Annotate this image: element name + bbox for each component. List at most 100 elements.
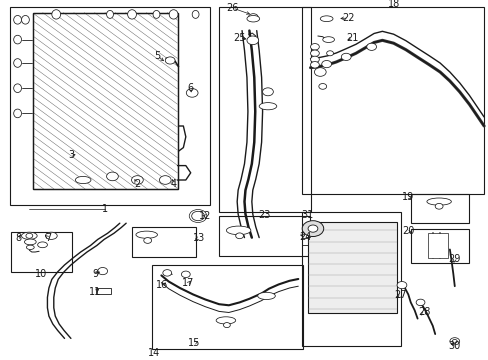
Text: 19: 19 xyxy=(401,192,414,202)
Ellipse shape xyxy=(24,239,36,245)
Ellipse shape xyxy=(246,15,259,22)
Ellipse shape xyxy=(192,10,199,18)
Circle shape xyxy=(131,176,143,184)
Circle shape xyxy=(248,14,258,21)
Circle shape xyxy=(318,84,326,89)
Circle shape xyxy=(165,57,175,64)
Text: 11: 11 xyxy=(89,287,102,297)
Circle shape xyxy=(159,176,171,184)
Circle shape xyxy=(262,88,273,96)
Circle shape xyxy=(310,44,319,50)
Ellipse shape xyxy=(26,245,34,249)
Text: 7: 7 xyxy=(45,233,51,243)
Text: 28: 28 xyxy=(417,307,430,318)
Text: 12: 12 xyxy=(199,211,211,221)
Text: 18: 18 xyxy=(386,0,399,9)
Text: 23: 23 xyxy=(257,210,270,220)
Ellipse shape xyxy=(426,198,450,205)
Text: 29: 29 xyxy=(447,254,460,264)
Bar xyxy=(33,13,177,189)
Text: 2: 2 xyxy=(134,179,140,189)
Bar xyxy=(427,233,447,258)
Bar xyxy=(307,222,396,313)
Text: 10: 10 xyxy=(35,269,48,279)
Text: 31: 31 xyxy=(300,210,313,220)
Ellipse shape xyxy=(106,10,113,18)
Circle shape xyxy=(302,221,323,237)
Circle shape xyxy=(415,299,424,306)
Circle shape xyxy=(246,36,258,45)
Circle shape xyxy=(186,89,198,97)
Text: 20: 20 xyxy=(401,226,414,237)
Bar xyxy=(410,194,468,223)
Bar xyxy=(410,229,468,263)
Text: 8: 8 xyxy=(16,233,21,243)
Circle shape xyxy=(314,68,325,76)
Text: 30: 30 xyxy=(447,341,460,351)
Text: 4: 4 xyxy=(170,179,176,189)
Bar xyxy=(219,7,310,212)
Circle shape xyxy=(26,233,33,238)
Ellipse shape xyxy=(14,109,21,118)
Text: 26: 26 xyxy=(225,3,238,13)
Ellipse shape xyxy=(45,232,57,239)
Circle shape xyxy=(181,271,190,278)
Circle shape xyxy=(163,270,171,276)
Circle shape xyxy=(223,323,230,328)
Ellipse shape xyxy=(127,10,136,19)
Ellipse shape xyxy=(136,231,157,238)
Text: 24: 24 xyxy=(299,231,311,242)
Circle shape xyxy=(434,203,442,209)
Circle shape xyxy=(310,56,319,63)
Ellipse shape xyxy=(14,35,21,44)
Bar xyxy=(96,288,111,294)
Circle shape xyxy=(98,267,107,275)
Circle shape xyxy=(396,282,406,289)
Text: 3: 3 xyxy=(68,150,74,160)
Text: 27: 27 xyxy=(394,290,407,300)
Text: 16: 16 xyxy=(156,280,168,290)
Text: 17: 17 xyxy=(182,278,194,288)
Text: 9: 9 xyxy=(92,269,98,279)
Circle shape xyxy=(321,60,331,68)
Ellipse shape xyxy=(153,10,160,18)
Ellipse shape xyxy=(52,10,61,19)
Text: 5: 5 xyxy=(154,51,160,61)
Text: 13: 13 xyxy=(193,233,205,243)
Circle shape xyxy=(191,211,204,221)
Ellipse shape xyxy=(320,16,332,22)
Ellipse shape xyxy=(257,292,275,300)
Ellipse shape xyxy=(322,37,334,42)
Circle shape xyxy=(366,43,376,50)
Text: 21: 21 xyxy=(345,33,358,43)
Ellipse shape xyxy=(169,10,178,19)
Bar xyxy=(33,13,177,189)
Bar xyxy=(10,7,210,205)
Bar xyxy=(302,212,400,346)
Circle shape xyxy=(235,233,243,239)
Text: 6: 6 xyxy=(187,83,193,93)
Text: 25: 25 xyxy=(233,33,245,43)
Ellipse shape xyxy=(14,59,21,67)
Bar xyxy=(219,216,309,256)
Circle shape xyxy=(143,238,151,243)
Ellipse shape xyxy=(14,15,21,24)
Ellipse shape xyxy=(216,317,235,324)
Ellipse shape xyxy=(75,176,91,184)
Circle shape xyxy=(310,50,319,57)
Ellipse shape xyxy=(14,84,21,93)
Bar xyxy=(11,232,72,272)
Ellipse shape xyxy=(226,226,250,235)
Circle shape xyxy=(310,62,319,68)
Circle shape xyxy=(307,225,317,232)
Circle shape xyxy=(326,51,333,56)
Circle shape xyxy=(451,339,456,343)
Circle shape xyxy=(341,53,350,60)
Bar xyxy=(151,265,303,349)
Bar xyxy=(132,227,195,257)
Text: 15: 15 xyxy=(188,338,201,348)
Ellipse shape xyxy=(259,103,276,110)
Ellipse shape xyxy=(21,232,37,239)
Text: 14: 14 xyxy=(148,348,161,358)
Text: 1: 1 xyxy=(102,204,108,214)
